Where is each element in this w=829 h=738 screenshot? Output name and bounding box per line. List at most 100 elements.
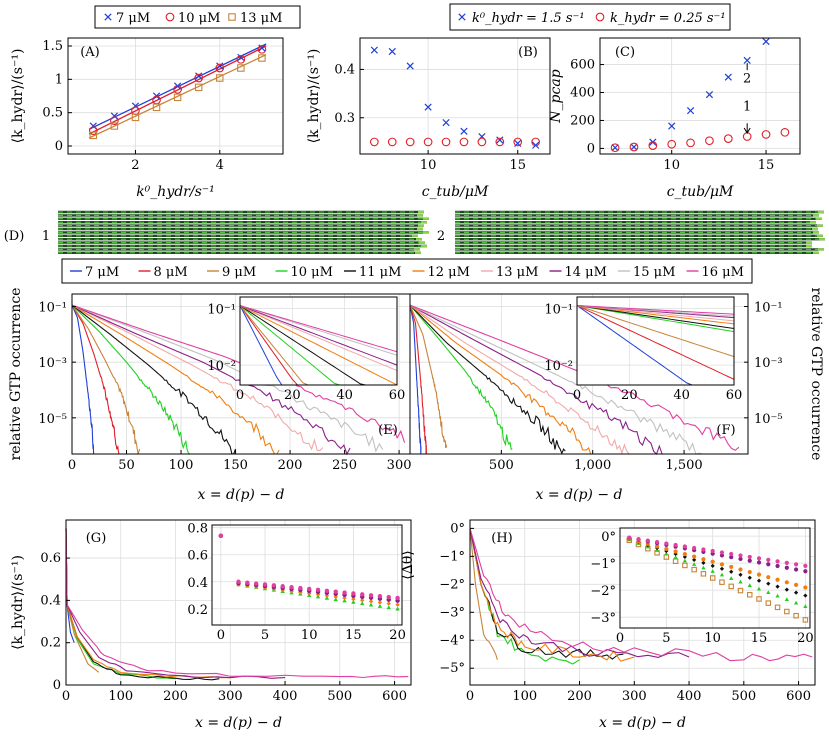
- inset-point: [342, 595, 347, 601]
- x-tick-label: 15: [758, 158, 775, 173]
- inset-y-tick-label: 0.6: [187, 549, 208, 564]
- inset-point: [682, 551, 687, 557]
- y-axis-label: ⟨Δθ⟩: [400, 550, 416, 579]
- data-point: [686, 107, 695, 115]
- inset-point: [692, 545, 697, 551]
- inset-point: [673, 549, 678, 554]
- inset-point: [756, 556, 762, 561]
- y-axis-label: relative GTP occurrence: [808, 288, 824, 461]
- inset-point: [775, 584, 780, 589]
- data-point: [531, 137, 541, 147]
- inset-point: [360, 598, 365, 603]
- y-tick-label: 0: [53, 678, 61, 693]
- inset-point: [298, 590, 303, 595]
- inset-point: [793, 567, 799, 572]
- khydr-curve: [65, 528, 409, 679]
- y-tick-label: 0.3: [334, 111, 355, 126]
- inset-point: [729, 564, 734, 570]
- data-point: [89, 131, 98, 140]
- inset-point: [756, 586, 762, 591]
- gtp-curve: [71, 304, 351, 456]
- legend-box: [61, 258, 753, 284]
- y-tick-label: −5°: [439, 661, 465, 676]
- inset-point: [333, 589, 338, 594]
- inset-x-tick-label: 5: [261, 628, 269, 643]
- gtp-curve: [409, 304, 448, 449]
- data-point: [630, 143, 638, 151]
- x-axis-label: x = d(p) − d: [599, 715, 686, 731]
- gtp-curve: [71, 304, 191, 455]
- panel-label: (E): [378, 423, 398, 438]
- inset-point: [719, 562, 725, 567]
- inset-point: [236, 579, 241, 584]
- x-tick-label: 100: [108, 689, 133, 704]
- x-tick-label: 200: [163, 689, 188, 704]
- inset-frame-outline: [211, 524, 403, 626]
- axes-frame: [359, 37, 551, 155]
- data-point: [423, 137, 433, 147]
- inset-point: [766, 557, 771, 562]
- inset-curve: [576, 305, 735, 322]
- y-tick-label: 1: [55, 72, 63, 87]
- inset-x-tick-label: 60: [726, 388, 743, 403]
- inset-point: [253, 581, 259, 586]
- y-tick-label: −2°: [439, 577, 465, 592]
- legend-entry: k_hydr = 0.25 s⁻¹: [610, 11, 726, 26]
- x-tick-label: 1,000: [574, 458, 611, 473]
- inset-point: [333, 597, 338, 602]
- inset-point: [719, 572, 725, 577]
- inset-point: [756, 578, 762, 583]
- inset-curve: [576, 305, 735, 325]
- gtp-curve: [71, 304, 237, 455]
- data-point: [110, 112, 118, 120]
- inset-frame: [211, 524, 403, 626]
- inset-curve: [576, 305, 735, 315]
- inset-curve: [239, 305, 340, 386]
- gtp-curve: [409, 305, 422, 455]
- gtp-curve: [71, 304, 95, 455]
- legend-entry: 13 μM: [496, 265, 538, 280]
- data-point: [152, 103, 161, 112]
- legend-entry: 12 μM: [428, 265, 470, 280]
- legend-entry: 10 μM: [291, 265, 333, 280]
- x-axis-label: x = d(p) − d: [198, 487, 285, 503]
- inset-point: [710, 548, 715, 554]
- gtp-curve: [71, 304, 120, 455]
- inset-frame: [239, 296, 398, 386]
- inset-frame-outline: [576, 296, 735, 386]
- inset-point: [351, 596, 356, 602]
- axes-frame: [469, 519, 816, 686]
- inset-point: [360, 592, 365, 597]
- data-point: [762, 37, 770, 46]
- panel-c: 2 1 10 15 0 200 400 600 (C) c_tub/μM N_pcap: [548, 37, 801, 200]
- y-tick-label: −3°: [439, 605, 465, 620]
- inset-point: [729, 576, 734, 580]
- data-point: [173, 93, 182, 102]
- data-point: [110, 122, 119, 130]
- gtp-curve: [71, 304, 141, 455]
- inset-curve: [239, 305, 283, 386]
- gtp-curve: [409, 304, 513, 451]
- gtp-curve: [71, 304, 280, 455]
- inset-point: [682, 554, 687, 560]
- inset-point: [307, 586, 312, 592]
- data-point: [667, 139, 677, 149]
- inset-point: [395, 606, 400, 611]
- inset-point: [315, 587, 321, 593]
- x-tick-label: 4: [216, 158, 224, 173]
- y-tick-label: 0°: [450, 521, 465, 536]
- inset-x-tick-label: 0: [616, 631, 624, 646]
- inset-point: [298, 585, 303, 591]
- inset-point: [386, 594, 391, 600]
- inset-point: [793, 582, 799, 587]
- data-point: [495, 137, 505, 147]
- panel-e: 10⁻¹10⁻³10⁻⁵0 50 100 150 200 250 300(E)x = d(p…: [8, 288, 412, 503]
- y-axis-label: relative GTP occurrence: [8, 288, 24, 461]
- inset-point: [766, 581, 771, 586]
- legend-entry: 11 μM: [359, 265, 401, 280]
- y-tick-label: 10⁻³: [38, 356, 67, 371]
- inset-point: [719, 550, 725, 555]
- inset-point: [719, 553, 725, 558]
- legend-box: [94, 5, 301, 29]
